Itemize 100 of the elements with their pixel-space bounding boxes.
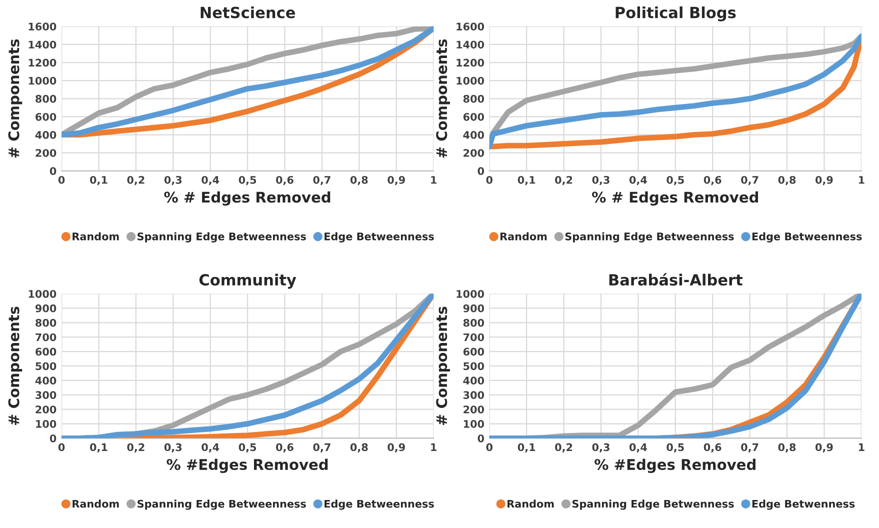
chart-title: Barabási-Albert — [609, 273, 743, 286]
x-tick-label: 0,5 — [238, 443, 256, 452]
x-tick-label: 0,6 — [276, 176, 294, 186]
x-tick-label: 0,8 — [778, 443, 796, 452]
legend-label: Spanning Edge Betweenness — [565, 232, 734, 242]
y-tick-label: 0 — [50, 434, 56, 442]
x-tick-label: 0,5 — [238, 176, 256, 186]
x-tick-label: 0,2 — [127, 176, 144, 186]
y-tick-label: 400 — [463, 376, 484, 385]
x-tick-label: 0,5 — [666, 176, 684, 186]
y-tick-label: 0 — [478, 167, 484, 176]
y-tick-label: 1000 — [456, 76, 484, 85]
y-tick-label: 800 — [463, 318, 484, 327]
y-tick-label: 1000 — [28, 76, 56, 85]
y-tick-label: 700 — [36, 333, 56, 342]
x-tick-label: 0,3 — [592, 443, 610, 452]
x-tick-label: 0,4 — [629, 443, 647, 452]
legend-label: Random — [72, 500, 119, 508]
x-tick-label: 0,7 — [313, 443, 330, 452]
y-tick-label: 400 — [463, 131, 484, 139]
x-tick-label: 0,3 — [592, 176, 610, 186]
x-tick-label: 0,8 — [778, 176, 796, 186]
y-tick-label: 600 — [36, 112, 56, 121]
x-tick-label: 0,1 — [90, 443, 108, 452]
y-tick-label: 300 — [463, 391, 484, 399]
y-tick-label: 800 — [36, 94, 56, 103]
legend-label: Random — [72, 232, 119, 240]
x-tick-label: 0,4 — [202, 443, 220, 452]
x-tick-label: 0,7 — [313, 176, 330, 186]
x-tick-label: 0,5 — [666, 443, 684, 452]
y-tick-label: 600 — [463, 348, 484, 356]
x-tick-label: 0,2 — [555, 176, 572, 186]
legend-label: Random — [508, 500, 554, 508]
y-tick-label: 500 — [464, 362, 484, 370]
y-axis-title: # Components — [8, 39, 22, 158]
y-tick-label: 1600 — [456, 22, 484, 31]
legend-label: Edge Betweenness — [324, 500, 434, 510]
y-tick-label: 0 — [478, 434, 484, 442]
chart-title: Community — [199, 274, 296, 289]
y-axis-title: # Components — [8, 306, 22, 425]
x-tick-label: 0,1 — [518, 443, 536, 452]
x-tick-label: 0,4 — [629, 176, 647, 186]
y-tick-label: 1000 — [28, 290, 56, 298]
x-tick-label: 0 — [58, 176, 65, 184]
x-tick-label: 0,1 — [90, 176, 108, 186]
y-tick-label: 1600 — [28, 22, 56, 31]
x-tick-label: 0,4 — [202, 176, 220, 186]
x-tick-label: 0,6 — [276, 443, 294, 452]
legend-label: Edge Betweenness — [752, 232, 862, 242]
legend-label: Spanning Edge Betweenness — [138, 500, 306, 510]
legend-label: Edge Betwenness — [752, 500, 855, 510]
x-tick-label: 0,6 — [704, 176, 722, 186]
y-tick-label: 1400 — [28, 40, 56, 49]
y-tick-label: 100 — [36, 420, 56, 428]
x-tick-label: 0,8 — [350, 443, 368, 452]
x-tick-label: 0,7 — [741, 443, 758, 452]
y-tick-label: 1200 — [28, 58, 56, 67]
x-tick-label: 0,2 — [127, 443, 144, 452]
y-tick-label: 1000 — [456, 290, 484, 298]
y-tick-label: 400 — [35, 131, 56, 139]
y-tick-label: 500 — [36, 362, 56, 370]
y-tick-label: 1200 — [456, 58, 484, 67]
x-tick-label: 1 — [431, 443, 436, 452]
y-tick-label: 200 — [464, 149, 484, 157]
y-tick-label: 600 — [463, 112, 484, 121]
x-tick-label: 0,9 — [388, 176, 405, 186]
x-tick-label: 0 — [486, 443, 493, 452]
y-tick-label: 300 — [36, 391, 56, 399]
x-axis-title: % #Edges Removed — [166, 458, 328, 473]
x-tick-label: 0,2 — [555, 443, 572, 452]
y-tick-label: 700 — [463, 333, 484, 342]
x-tick-label: 0,6 — [704, 443, 722, 452]
y-tick-label: 800 — [463, 94, 484, 103]
x-tick-label: 0,8 — [350, 176, 368, 186]
y-tick-label: 600 — [36, 348, 56, 356]
x-tick-label: 0,9 — [815, 443, 833, 452]
x-tick-label: 1 — [858, 443, 864, 452]
x-axis-title: % # Edges Removed — [592, 191, 758, 206]
y-tick-label: 200 — [464, 406, 484, 414]
x-tick-label: 0 — [58, 443, 65, 452]
x-tick-label: 0,9 — [388, 443, 405, 452]
y-axis-title: # Components — [436, 306, 450, 425]
y-tick-label: 800 — [36, 318, 56, 327]
chart-title: Political Blogs — [616, 6, 736, 22]
y-tick-label: 400 — [35, 376, 56, 385]
x-tick-label: 0,1 — [518, 176, 536, 186]
chart-title: NetScience — [200, 6, 296, 18]
x-axis-title: % # Edges Removed — [164, 191, 330, 206]
y-tick-label: 900 — [463, 304, 484, 312]
legend-label: Spanning Edge Betweenness — [138, 232, 306, 242]
y-axis-title: # Components — [436, 39, 450, 158]
x-tick-label: 0 — [486, 176, 493, 184]
y-tick-label: 0 — [50, 167, 56, 176]
y-tick-label: 200 — [36, 149, 56, 157]
x-tick-label: 1 — [431, 176, 436, 184]
legend-label: Spanning Edge Betwenness — [572, 500, 734, 510]
x-tick-label: 0,3 — [164, 443, 182, 452]
y-tick-label: 900 — [35, 304, 56, 312]
x-tick-label: 0,3 — [164, 176, 182, 186]
x-tick-label: 0,9 — [815, 176, 833, 186]
